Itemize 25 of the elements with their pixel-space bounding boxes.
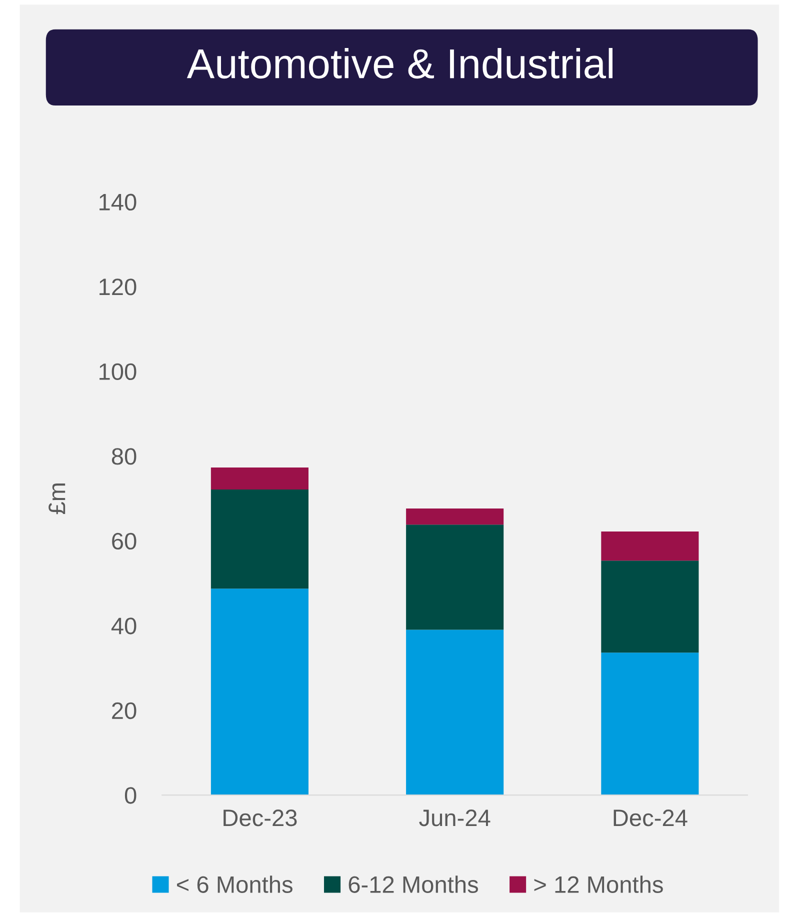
bar: [601, 560, 699, 653]
legend-label: < 6 Months: [177, 876, 292, 893]
bar: [601, 652, 699, 796]
bar: [210, 588, 308, 796]
y-tick-label: 80: [112, 448, 136, 465]
bar: [406, 524, 504, 630]
legend-label: 6-12 Months: [348, 876, 478, 893]
y-tick-label: 100: [100, 363, 136, 380]
bar: [601, 531, 699, 561]
x-tick-label: Dec-24: [614, 810, 688, 826]
y-tick-label: 20: [112, 702, 136, 720]
y-tick-label: 120: [100, 278, 136, 296]
bar: [406, 508, 504, 525]
bar: [210, 467, 308, 490]
y-tick-label: 40: [111, 618, 136, 634]
x-tick-label: Dec-23: [224, 810, 297, 826]
y-tick-label: 140: [100, 194, 136, 211]
bar: [406, 630, 504, 796]
chart-title: Automotive & Industrial: [186, 48, 612, 79]
legend-label: > 12 Months: [534, 876, 663, 893]
y-tick-label: 0: [124, 787, 136, 804]
y-tick-label: 60: [112, 532, 136, 550]
bar: [210, 489, 308, 589]
x-tick-label: Jun-24: [419, 810, 490, 826]
y-axis-title: £m: [48, 484, 66, 514]
